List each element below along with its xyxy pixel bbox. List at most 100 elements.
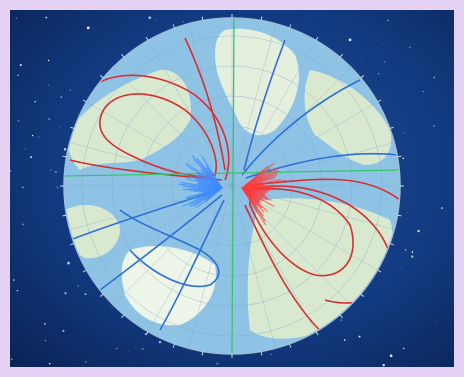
rim-tick <box>121 314 125 319</box>
agonic-lines <box>64 18 400 354</box>
star <box>403 132 405 134</box>
rim-tick <box>397 214 402 217</box>
negative-isoline <box>241 79 361 176</box>
star <box>141 347 144 350</box>
pole-convergence <box>177 154 287 226</box>
rim-tick <box>360 293 365 297</box>
star <box>48 362 51 365</box>
star <box>148 16 152 20</box>
star <box>377 73 380 75</box>
star <box>67 261 70 265</box>
negative-isoline <box>159 199 225 331</box>
star <box>34 100 37 103</box>
star <box>59 126 61 128</box>
star <box>19 64 22 67</box>
rim-tick <box>201 351 204 356</box>
positive-isoline <box>99 93 217 178</box>
rim-tick <box>201 16 204 21</box>
star <box>343 339 346 341</box>
landmass-north-america <box>68 69 191 170</box>
star <box>417 229 420 233</box>
star <box>433 125 435 127</box>
star <box>31 134 34 137</box>
star <box>22 223 24 226</box>
meridian-line <box>188 185 233 349</box>
pole-fan-blue <box>201 156 223 189</box>
meridian-line <box>113 185 233 305</box>
star <box>17 74 19 76</box>
star <box>406 212 408 214</box>
rim-tick <box>288 343 292 348</box>
star <box>182 20 184 22</box>
star <box>49 135 51 137</box>
star <box>54 170 57 174</box>
star <box>411 255 414 258</box>
star <box>10 183 11 185</box>
star <box>37 136 40 138</box>
rim-tick <box>145 36 149 41</box>
star <box>158 341 162 344</box>
star <box>382 43 384 44</box>
meridian-line <box>231 185 351 305</box>
star <box>17 119 20 122</box>
star <box>348 38 352 42</box>
star <box>389 354 393 358</box>
star <box>56 186 59 188</box>
star <box>10 169 12 172</box>
star <box>15 17 17 19</box>
star <box>156 19 158 21</box>
star <box>47 59 50 62</box>
rim-tick <box>397 155 402 158</box>
star <box>63 148 67 151</box>
star <box>403 347 405 350</box>
meridian-line <box>231 67 351 187</box>
star <box>422 91 424 93</box>
star <box>401 267 403 269</box>
map-frame <box>10 10 454 367</box>
star <box>62 329 65 332</box>
star <box>433 76 436 79</box>
star <box>44 340 46 342</box>
rim-tick <box>360 75 365 79</box>
star <box>43 324 45 325</box>
rim-tick <box>121 53 125 58</box>
rim-tick <box>260 16 263 21</box>
rim-tick <box>172 343 176 348</box>
star <box>45 16 48 19</box>
star <box>382 363 385 367</box>
star <box>358 335 361 338</box>
star <box>402 157 405 160</box>
star <box>86 26 90 30</box>
star <box>440 207 443 210</box>
star <box>84 293 87 296</box>
rim-ticks <box>60 14 404 358</box>
rim-tick <box>260 351 263 356</box>
agonic-line-vertical <box>231 18 235 354</box>
rim-tick <box>62 214 67 217</box>
star <box>69 89 72 91</box>
star <box>64 291 67 295</box>
negative-isoline <box>119 209 220 288</box>
rim-tick <box>172 24 176 29</box>
meridian-line <box>113 67 233 187</box>
star <box>128 351 129 352</box>
meridian-line <box>231 185 276 349</box>
star <box>30 156 33 159</box>
landmass-europe <box>304 70 392 165</box>
globe <box>60 14 404 358</box>
rim-tick <box>288 24 292 29</box>
rim-tick <box>339 314 343 319</box>
star <box>10 358 13 361</box>
star <box>48 118 50 120</box>
rim-tick <box>82 269 87 273</box>
star <box>411 251 414 253</box>
rim-tick <box>315 36 319 41</box>
rim-tick <box>377 269 382 273</box>
star <box>15 97 17 99</box>
positive-isoline <box>184 37 226 171</box>
star <box>383 61 386 63</box>
negative-isoline <box>99 194 223 291</box>
pole-fan-red <box>241 187 266 226</box>
map-canvas <box>10 10 454 367</box>
star <box>22 186 24 189</box>
